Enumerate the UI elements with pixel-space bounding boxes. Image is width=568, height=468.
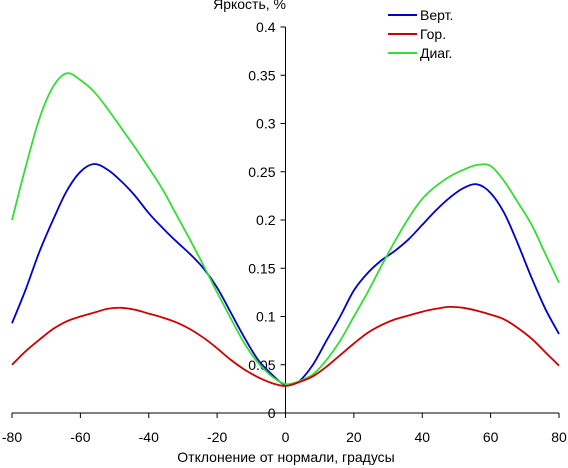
- y-tick-label: 0.1: [256, 309, 276, 325]
- y-tick-label: 0.15: [248, 260, 275, 276]
- x-axis-title: Отклонение от нормали, градусы: [177, 449, 394, 465]
- legend-label: Диаг.: [420, 45, 452, 61]
- legend: Верт. Гор. Диаг.: [388, 7, 453, 61]
- y-tick-label: 0.35: [248, 67, 275, 83]
- series-line-1: [11, 305, 560, 387]
- x-tick-label: -60: [70, 429, 90, 445]
- x-tick-label: -80: [2, 429, 22, 445]
- x-tick-label: 80: [551, 429, 567, 445]
- x-tick-label: 40: [414, 429, 430, 445]
- series-line-2: [11, 72, 560, 386]
- y-axis-title: Яркость, %: [213, 0, 286, 12]
- x-tick-label: 20: [346, 429, 362, 445]
- legend-label: Верт.: [420, 7, 453, 23]
- x-tick-label: 0: [282, 429, 290, 445]
- y-tick-label: 0.2: [256, 212, 276, 228]
- y-tick-label: 0.3: [256, 116, 276, 132]
- y-tick-label: 0: [268, 405, 276, 421]
- x-tick-label: -20: [207, 429, 227, 445]
- y-tick-label: 0.4: [256, 19, 276, 35]
- x-tick-label: -40: [139, 429, 159, 445]
- plot-area: -80 -60 -40 -20 0 20 40 60 8000.050.10.150.20.25…: [2, 19, 567, 445]
- legend-label: Гор.: [420, 26, 446, 42]
- y-tick-label: 0.25: [248, 164, 275, 180]
- x-tick-label: 60: [483, 429, 499, 445]
